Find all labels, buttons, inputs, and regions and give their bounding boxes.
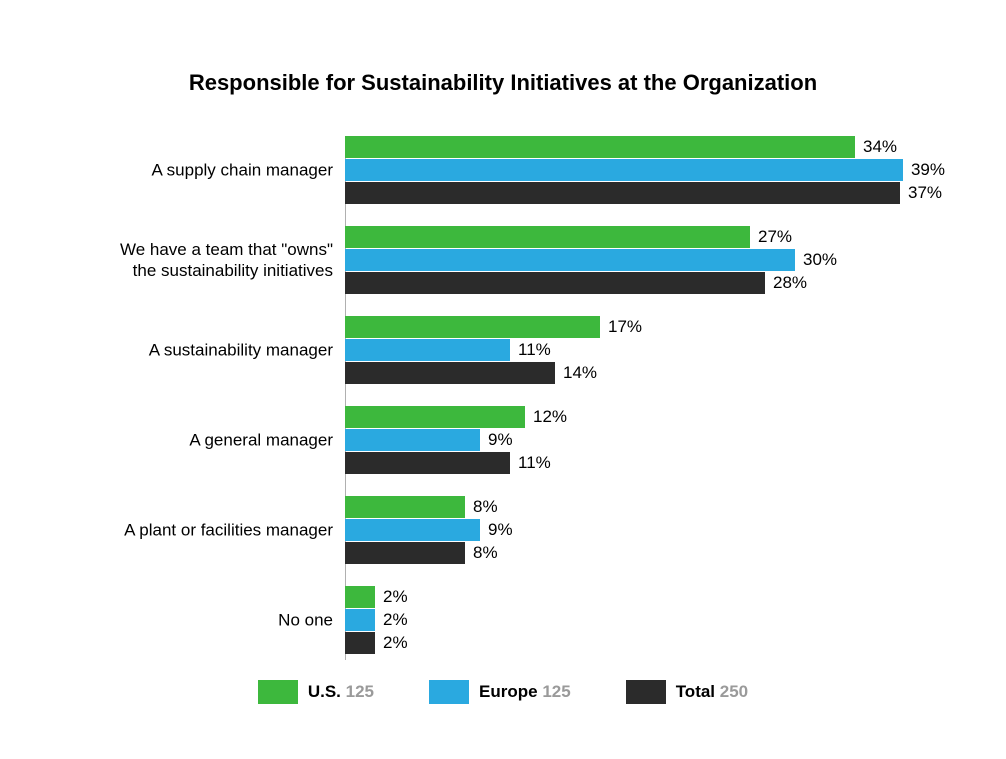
bar-value-label: 11%: [518, 453, 551, 473]
legend-swatch: [258, 680, 298, 704]
bar-row: 28%: [345, 272, 945, 294]
bar-value-label: 9%: [488, 520, 513, 540]
bar-value-label: 30%: [803, 250, 837, 270]
category-group: A supply chain manager34%39%37%: [345, 136, 945, 204]
category-group: A general manager12%9%11%: [345, 406, 945, 474]
bar-total: [345, 182, 900, 204]
legend: U.S. 125Europe 125Total 250: [0, 680, 1006, 704]
bar-row: 2%: [345, 632, 945, 654]
bar-value-label: 34%: [863, 137, 897, 157]
bar-us: [345, 406, 525, 428]
bar-europe: [345, 339, 510, 361]
bar-row: 8%: [345, 496, 945, 518]
category-label: No one: [15, 609, 345, 630]
bar-value-label: 12%: [533, 407, 567, 427]
category-group: We have a team that "owns" the sustainab…: [345, 226, 945, 294]
category-label: A plant or facilities manager: [15, 519, 345, 540]
chart-container: Responsible for Sustainability Initiativ…: [0, 70, 1006, 676]
chart-title: Responsible for Sustainability Initiativ…: [0, 70, 1006, 96]
bar-row: 30%: [345, 249, 945, 271]
category-label: A sustainability manager: [15, 339, 345, 360]
bar-row: 34%: [345, 136, 945, 158]
bar-europe: [345, 519, 480, 541]
bar-europe: [345, 429, 480, 451]
legend-count: 125: [346, 682, 374, 701]
plot-area: A supply chain manager34%39%37%We have a…: [345, 136, 945, 654]
legend-count: 250: [720, 682, 748, 701]
bar-value-label: 39%: [911, 160, 945, 180]
bar-europe: [345, 609, 375, 631]
bar-row: 39%: [345, 159, 945, 181]
legend-count: 125: [542, 682, 570, 701]
bar-value-label: 28%: [773, 273, 807, 293]
legend-text: U.S. 125: [308, 682, 374, 702]
bar-value-label: 2%: [383, 633, 408, 653]
legend-label: U.S.: [308, 682, 346, 701]
bar-us: [345, 226, 750, 248]
y-axis-line: [345, 136, 346, 660]
bar-value-label: 14%: [563, 363, 597, 383]
category-label: A general manager: [15, 429, 345, 450]
bar-row: 17%: [345, 316, 945, 338]
bar-value-label: 9%: [488, 430, 513, 450]
bar-total: [345, 542, 465, 564]
bar-row: 14%: [345, 362, 945, 384]
legend-text: Total 250: [676, 682, 748, 702]
bar-us: [345, 136, 855, 158]
legend-text: Europe 125: [479, 682, 571, 702]
bar-total: [345, 452, 510, 474]
legend-swatch: [429, 680, 469, 704]
bar-value-label: 37%: [908, 183, 942, 203]
legend-item-total: Total 250: [626, 680, 748, 704]
bar-us: [345, 316, 600, 338]
bar-row: 11%: [345, 339, 945, 361]
bar-europe: [345, 249, 795, 271]
bar-value-label: 2%: [383, 587, 408, 607]
bar-row: 9%: [345, 519, 945, 541]
legend-label: Total: [676, 682, 720, 701]
category-group: A sustainability manager17%11%14%: [345, 316, 945, 384]
bar-row: 27%: [345, 226, 945, 248]
category-group: No one2%2%2%: [345, 586, 945, 654]
category-group: A plant or facilities manager8%9%8%: [345, 496, 945, 564]
bar-total: [345, 362, 555, 384]
bar-row: 2%: [345, 609, 945, 631]
bar-value-label: 11%: [518, 340, 551, 360]
legend-swatch: [626, 680, 666, 704]
legend-label: Europe: [479, 682, 542, 701]
bar-us: [345, 496, 465, 518]
bar-value-label: 17%: [608, 317, 642, 337]
bar-row: 12%: [345, 406, 945, 428]
bar-us: [345, 586, 375, 608]
bar-row: 37%: [345, 182, 945, 204]
bar-value-label: 27%: [758, 227, 792, 247]
bar-row: 8%: [345, 542, 945, 564]
bar-total: [345, 632, 375, 654]
bar-value-label: 2%: [383, 610, 408, 630]
legend-item-europe: Europe 125: [429, 680, 571, 704]
bar-total: [345, 272, 765, 294]
bar-row: 11%: [345, 452, 945, 474]
bar-row: 9%: [345, 429, 945, 451]
legend-item-us: U.S. 125: [258, 680, 374, 704]
category-label: A supply chain manager: [15, 159, 345, 180]
category-label: We have a team that "owns" the sustainab…: [15, 239, 345, 282]
bar-value-label: 8%: [473, 497, 498, 517]
bar-value-label: 8%: [473, 543, 498, 563]
bar-row: 2%: [345, 586, 945, 608]
bar-europe: [345, 159, 903, 181]
